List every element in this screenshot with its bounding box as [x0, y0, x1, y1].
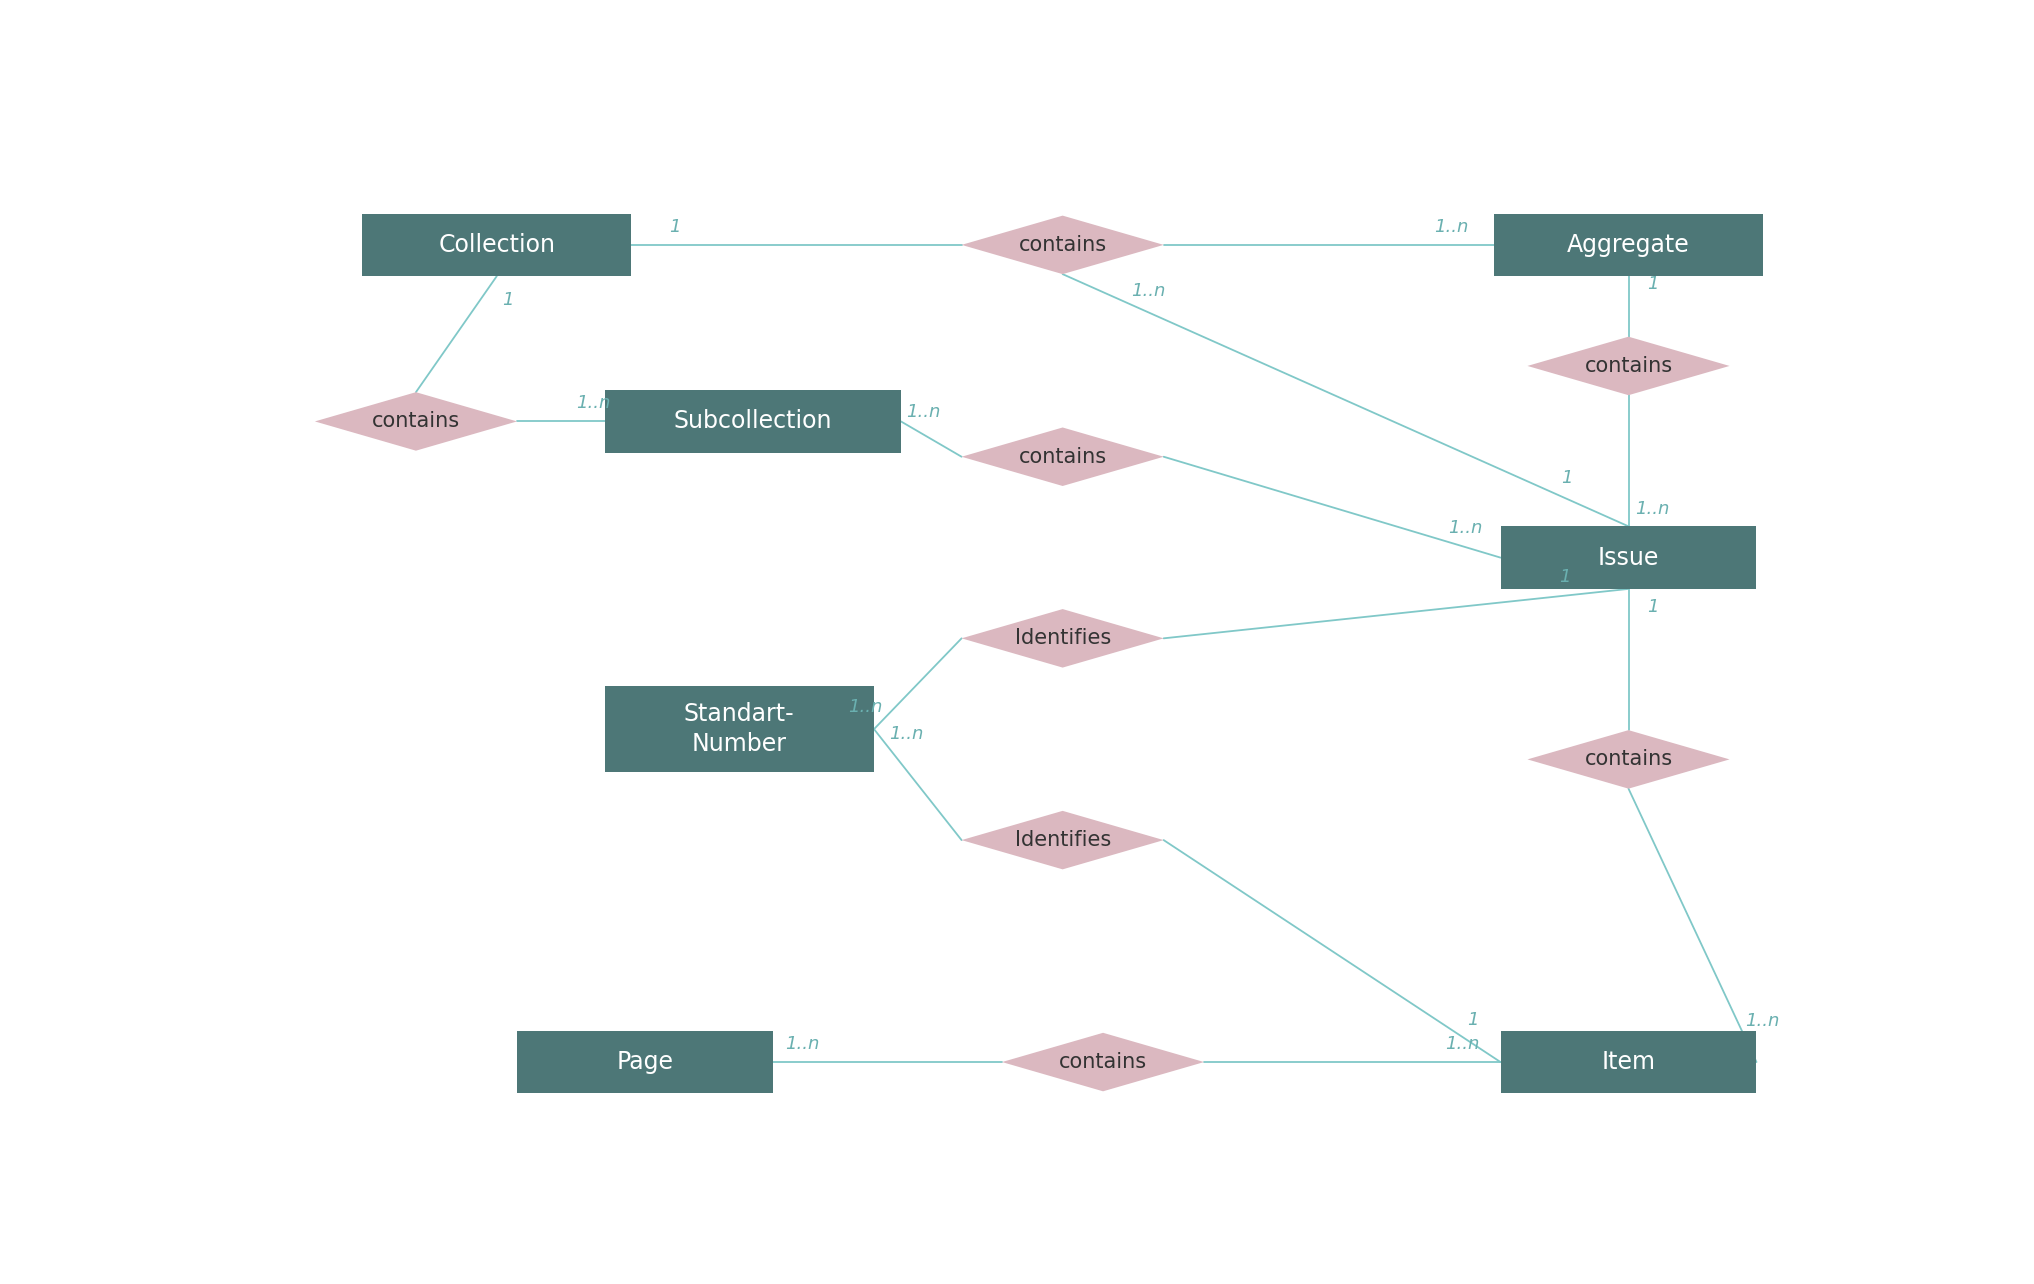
Polygon shape	[1003, 1032, 1204, 1091]
Text: 1..n: 1..n	[576, 394, 610, 412]
Text: 1..n: 1..n	[889, 725, 923, 743]
Text: contains: contains	[1584, 356, 1672, 376]
Text: 1..n: 1..n	[1131, 282, 1165, 300]
Text: 1..n: 1..n	[1635, 501, 1670, 519]
Polygon shape	[962, 811, 1163, 869]
Text: Collection: Collection	[437, 232, 555, 257]
Polygon shape	[962, 609, 1163, 668]
Polygon shape	[962, 216, 1163, 273]
Text: 1: 1	[1467, 1011, 1479, 1028]
Text: Aggregate: Aggregate	[1566, 232, 1690, 257]
Text: Identifies: Identifies	[1015, 628, 1111, 648]
Text: contains: contains	[1019, 447, 1106, 467]
FancyBboxPatch shape	[517, 1031, 773, 1094]
Text: Subcollection: Subcollection	[673, 410, 832, 434]
Text: contains: contains	[372, 411, 460, 431]
Text: 1..n: 1..n	[907, 403, 942, 421]
Text: 1..n: 1..n	[1448, 519, 1483, 537]
Polygon shape	[315, 392, 517, 451]
Text: 1..n: 1..n	[1434, 218, 1469, 236]
Text: Item: Item	[1601, 1050, 1656, 1073]
Polygon shape	[1528, 731, 1729, 788]
Polygon shape	[962, 428, 1163, 485]
Text: 1: 1	[1562, 469, 1572, 487]
Text: contains: contains	[1584, 750, 1672, 769]
Text: 1: 1	[502, 290, 513, 308]
FancyBboxPatch shape	[1493, 213, 1763, 276]
FancyBboxPatch shape	[1501, 1031, 1757, 1094]
FancyBboxPatch shape	[604, 686, 875, 772]
Text: Standart-
Number: Standart- Number	[683, 702, 795, 756]
Text: Page: Page	[616, 1050, 673, 1073]
FancyBboxPatch shape	[604, 390, 901, 453]
FancyBboxPatch shape	[1501, 526, 1757, 589]
Text: 1..n: 1..n	[785, 1035, 820, 1053]
Text: contains: contains	[1060, 1052, 1147, 1072]
Polygon shape	[1528, 336, 1729, 395]
Text: 1..n: 1..n	[1444, 1035, 1479, 1053]
Text: 1: 1	[1558, 569, 1570, 587]
Text: 1..n: 1..n	[848, 697, 883, 715]
Text: 1: 1	[1648, 598, 1658, 616]
Text: Issue: Issue	[1599, 546, 1660, 570]
FancyBboxPatch shape	[362, 213, 631, 276]
Text: 1..n: 1..n	[1745, 1012, 1780, 1030]
Text: 1: 1	[669, 218, 679, 236]
Text: Identifies: Identifies	[1015, 829, 1111, 850]
Text: contains: contains	[1019, 235, 1106, 256]
Text: 1: 1	[1648, 275, 1658, 293]
